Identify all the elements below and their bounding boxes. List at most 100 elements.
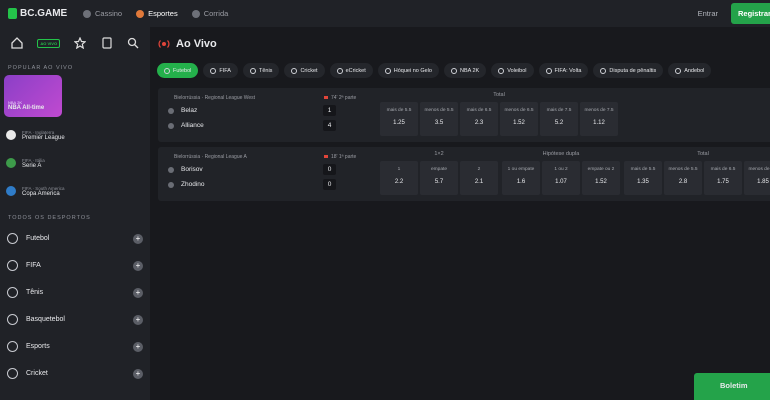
sport-item[interactable]: Cricket + xyxy=(0,360,150,387)
sport-name: Basquetebol xyxy=(26,316,65,323)
match-card[interactable]: Bielorrússia · Regional League A 18' 1ª p… xyxy=(158,147,770,201)
sport-item[interactable]: Esports + xyxy=(0,333,150,360)
nav-item[interactable]: Cassino xyxy=(83,9,122,18)
popular-item[interactable]: FIFA · Inglaterra Premier League xyxy=(0,121,150,149)
odd-button[interactable]: 2 2.1 xyxy=(460,161,498,195)
expand[interactable]: + xyxy=(133,260,143,271)
popular-text: FIFA · South America Copa America xyxy=(22,186,65,197)
odd: 5.2 xyxy=(554,120,564,126)
match-card[interactable]: Bielorrússia · Regional League West 74' 2… xyxy=(158,88,770,142)
odd-button[interactable]: empate 5.7 xyxy=(420,161,458,195)
expand[interactable]: + xyxy=(133,287,143,298)
sport-name: Futebol xyxy=(26,235,50,242)
odd: 1.52 xyxy=(595,179,607,185)
live-badge[interactable]: AO VIVO xyxy=(37,38,61,48)
search-icon[interactable] xyxy=(127,37,139,49)
outcome-label: empate ou 2 xyxy=(587,167,615,172)
expand[interactable]: + xyxy=(133,314,143,325)
market: Total mais de 5.5 1.35 menos de 5.5 2.8 mais … xyxy=(624,151,770,195)
odd: 1.35 xyxy=(637,179,649,185)
team-name: Zhodino xyxy=(181,181,205,188)
login-link[interactable]: Entrar xyxy=(697,9,718,18)
outcome-label: mais de 7.5 xyxy=(546,108,572,113)
odd: 3.5 xyxy=(434,120,444,126)
sport-tab[interactable]: Hóquei no Gelo xyxy=(377,63,439,78)
popular-item[interactable]: FIFA · South America Copa America xyxy=(0,177,150,205)
star-icon[interactable] xyxy=(74,37,87,49)
odd-button[interactable]: mais de 6.5 2.3 xyxy=(460,102,498,136)
odd-button[interactable]: 1 ou 2 1.07 xyxy=(542,161,580,195)
sport-tab[interactable]: Voleibol xyxy=(491,63,534,78)
nav-item[interactable]: Esportes xyxy=(136,9,178,18)
featured-title: NBA All-time xyxy=(8,105,45,111)
tab-icon xyxy=(450,67,457,74)
odd-button[interactable]: menos de 5.5 3.5 xyxy=(420,102,458,136)
expand[interactable]: + xyxy=(133,233,143,244)
sport-tab[interactable]: Futebol xyxy=(157,63,199,78)
score: 0 xyxy=(323,164,336,175)
sport-tab[interactable]: Disputa de pênaltis xyxy=(593,63,664,78)
popular-title: POPULAR AO VIVO xyxy=(8,65,74,71)
team-name: Borisov xyxy=(181,166,203,173)
expand[interactable]: + xyxy=(133,368,143,379)
nav-label: Esportes xyxy=(148,9,178,18)
featured-card[interactable]: NBA 2K NBA All-time xyxy=(4,75,62,117)
expand[interactable]: + xyxy=(133,341,143,352)
outcomes: 1 ou empate 1.6 1 ou 2 1.07 empate ou 2 1.52 xyxy=(502,161,620,195)
sport-tab[interactable]: FIFA xyxy=(203,63,238,78)
odd-button[interactable]: mais de 5.5 1.25 xyxy=(380,102,418,136)
odd-button[interactable]: menos de 5.5 2.8 xyxy=(664,161,702,195)
market-title: Total xyxy=(697,151,709,157)
sport-tab[interactable]: FIFA: Volta xyxy=(538,63,589,78)
sport-item[interactable]: FIFA + xyxy=(0,252,150,279)
outcome-label: 1 ou empate xyxy=(507,167,535,172)
sport-item[interactable]: Basquetebol + xyxy=(0,306,150,333)
home-icon[interactable] xyxy=(11,37,23,49)
sport-tab[interactable]: Cricket xyxy=(284,63,325,78)
sport-tab[interactable]: eCricket xyxy=(329,63,373,78)
odd-button[interactable]: menos de 6.5 1.85 xyxy=(744,161,770,195)
sport-item[interactable]: Futebol + xyxy=(0,225,150,252)
nav-icon xyxy=(83,9,91,18)
league: Bielorrússia · Regional League A xyxy=(174,154,247,160)
outcomes: mais de 5.5 1.35 menos de 5.5 2.8 mais de 6.… xyxy=(624,161,770,195)
flag xyxy=(6,186,16,196)
odd-button[interactable]: menos de 6.5 1.52 xyxy=(500,102,538,136)
live-icon xyxy=(158,40,170,48)
tab-label: Disputa de pênaltis xyxy=(609,67,657,74)
sport-name: Tênis xyxy=(26,289,44,296)
sport-tab[interactable]: NBA 2K xyxy=(443,63,487,78)
odd-button[interactable]: 1 2.2 xyxy=(380,161,418,195)
match-time: 74' 2ª parte xyxy=(324,95,356,101)
sidebar-icons: AO VIVO xyxy=(0,27,150,59)
section-title: TODOS OS DESPORTOS xyxy=(0,215,150,221)
market: 1×2 1 2.2 empate 5.7 2 2.1 xyxy=(380,151,498,195)
odd: 1.07 xyxy=(555,179,567,185)
sport-item[interactable]: Tênis + xyxy=(0,279,150,306)
betslip-button[interactable]: Boletim xyxy=(694,373,770,400)
betslip-icon[interactable] xyxy=(101,37,113,49)
market-title: Total xyxy=(493,92,505,98)
nav-icon xyxy=(191,9,200,18)
nav-item[interactable]: Corrida xyxy=(191,9,228,18)
odd-button[interactable]: mais de 6.5 1.75 xyxy=(704,161,742,195)
odd: 5.7 xyxy=(434,179,444,185)
sport-tab[interactable]: Tênis xyxy=(242,63,280,78)
logo-text: BC.GAME xyxy=(20,8,68,19)
popular-item[interactable]: FIFA · Itália Serie A xyxy=(0,149,150,177)
tab-icon xyxy=(600,67,607,74)
odd-button[interactable]: mais de 7.5 5.2 xyxy=(540,102,578,136)
odd-button[interactable]: mais de 5.5 1.35 xyxy=(624,161,662,195)
tab-label: Hóquei no Gelo xyxy=(393,67,432,74)
sport-icon xyxy=(7,233,18,244)
register-button[interactable]: Registrar- xyxy=(731,3,770,24)
odd-button[interactable]: empate ou 2 1.52 xyxy=(582,161,620,195)
logo[interactable]: BC.GAME xyxy=(8,8,83,19)
sport-tab[interactable]: Andebol xyxy=(668,63,712,78)
odd-button[interactable]: menos de 7.5 1.12 xyxy=(580,102,618,136)
odd: 2.1 xyxy=(474,179,484,185)
odd-button[interactable]: 1 ou empate 1.6 xyxy=(502,161,540,195)
tab-icon xyxy=(164,67,170,74)
nav-label: Cassino xyxy=(95,9,123,18)
